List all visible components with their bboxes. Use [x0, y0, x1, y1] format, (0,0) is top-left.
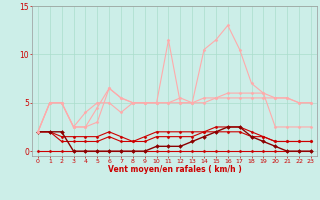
X-axis label: Vent moyen/en rafales ( km/h ): Vent moyen/en rafales ( km/h ) [108, 165, 241, 174]
